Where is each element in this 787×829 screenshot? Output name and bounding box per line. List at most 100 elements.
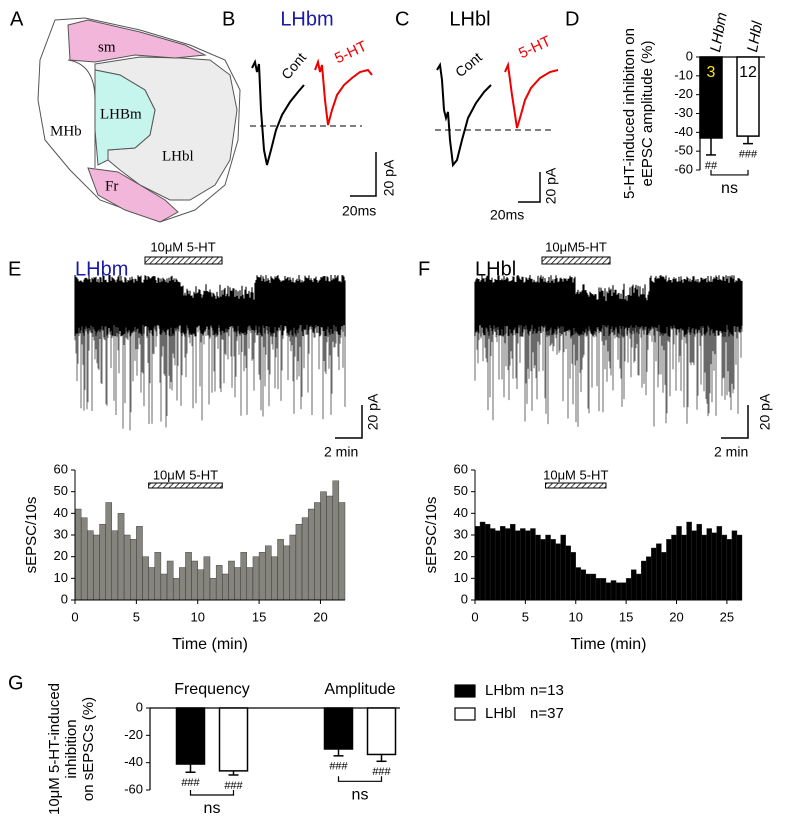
y-tick-label: 30 xyxy=(454,526,468,541)
trace-title: LHbm xyxy=(280,8,333,30)
histogram-bar xyxy=(681,534,687,601)
trace xyxy=(474,275,743,337)
histogram-bar xyxy=(99,523,106,601)
bar xyxy=(218,707,249,772)
y-tick-label: -20 xyxy=(124,727,143,742)
histogram-bar xyxy=(565,545,571,601)
histogram-bar xyxy=(136,526,143,601)
trace xyxy=(251,58,305,166)
significance: ### xyxy=(739,149,758,161)
histogram-bar xyxy=(530,528,536,601)
y-tick-label: -50 xyxy=(674,143,693,158)
y-tick-label: 20 xyxy=(454,548,468,563)
histogram-bar xyxy=(605,582,612,601)
y-axis-label: eEPSC amplitude (%) xyxy=(639,41,656,187)
bar xyxy=(323,707,354,750)
histogram-bar xyxy=(726,539,733,601)
histogram-bar xyxy=(615,582,622,601)
x-tick-label: 10 xyxy=(190,609,204,624)
drug-bar xyxy=(545,482,607,489)
histogram-bar xyxy=(636,573,642,601)
histogram-bar xyxy=(74,508,82,601)
histogram-bar xyxy=(240,552,248,601)
histogram-bar xyxy=(185,552,192,601)
region-label: LHbl xyxy=(162,148,194,164)
scale-y-label: 20 pA xyxy=(757,393,773,430)
histogram-bar xyxy=(80,517,88,601)
category-label: Frequency xyxy=(174,681,250,698)
y-tick-label: 40 xyxy=(54,505,68,520)
histogram-bar xyxy=(271,556,278,601)
histogram-bar xyxy=(505,528,511,601)
x-axis-label: Time (min) xyxy=(172,636,248,653)
drug-bar xyxy=(144,256,223,265)
histogram-bar xyxy=(686,521,692,601)
histogram-bar xyxy=(691,530,697,601)
histogram-bar xyxy=(515,530,521,601)
histogram-bar xyxy=(731,530,738,601)
y-axis-label: sEPSC/10s xyxy=(23,497,40,574)
histogram-bar xyxy=(484,523,491,601)
n-label: 12 xyxy=(739,64,757,81)
histogram-bar xyxy=(651,547,657,601)
x-axis-label: Time (min) xyxy=(571,636,647,653)
histogram-bar xyxy=(701,534,707,601)
histogram-bar xyxy=(246,567,254,601)
significance: ### xyxy=(329,761,348,773)
legend-label: LHbm xyxy=(485,682,525,699)
y-tick-label: 0 xyxy=(61,591,68,606)
histogram-bar xyxy=(130,539,137,601)
histogram-bar xyxy=(666,539,672,601)
scale-bar xyxy=(350,152,377,197)
region-label: Fr xyxy=(105,178,118,194)
panel-label: A xyxy=(10,8,24,30)
comparison-label: ns xyxy=(352,787,369,804)
y-tick-label: -30 xyxy=(674,105,693,120)
y-tick-label: 50 xyxy=(454,483,468,498)
histogram-bar xyxy=(535,534,541,601)
histogram-bar xyxy=(580,569,587,601)
histogram-bar xyxy=(610,580,617,601)
histogram-bar xyxy=(148,567,155,601)
y-axis-label: on sEPSCs (%) xyxy=(80,697,97,801)
histogram-bar xyxy=(332,480,340,601)
y-axis-label: inhibition xyxy=(63,719,80,778)
y-tick-label: 60 xyxy=(54,461,68,476)
histogram-bar xyxy=(166,560,174,601)
histogram-bar xyxy=(142,556,149,601)
y-tick-label: 60 xyxy=(454,461,468,476)
trace-label: Cont xyxy=(278,49,309,82)
histogram-bar xyxy=(277,539,284,601)
legend-swatch xyxy=(454,684,476,698)
y-tick-label: -60 xyxy=(124,781,143,796)
histogram-bar xyxy=(117,513,125,601)
histogram-bar xyxy=(671,534,677,601)
comparison-bracket xyxy=(189,789,235,796)
n-label: 3 xyxy=(707,64,716,81)
y-tick-label: -40 xyxy=(124,754,143,769)
bar xyxy=(175,707,206,765)
y-tick-label: 40 xyxy=(454,505,468,520)
legend-label: LHbl xyxy=(485,705,516,722)
histogram-bar xyxy=(222,573,229,601)
histogram-bar xyxy=(326,495,333,601)
significance: ### xyxy=(181,777,200,789)
panel-label: D xyxy=(565,8,579,30)
histogram-bar xyxy=(338,502,346,601)
panel-label: F xyxy=(418,258,430,280)
y-tick-label: 0 xyxy=(686,48,693,63)
y-tick-label: -10 xyxy=(674,67,693,82)
x-tick-label: 20 xyxy=(313,609,327,624)
histogram-bar xyxy=(289,534,297,601)
histogram-bar xyxy=(105,502,113,601)
histogram-bar xyxy=(123,534,131,601)
histogram-bar xyxy=(191,560,198,601)
histogram-bar xyxy=(258,552,266,601)
legend-note: n=37 xyxy=(530,705,564,722)
histogram-bar xyxy=(545,534,551,601)
histogram-bar xyxy=(320,491,327,601)
histogram-bar xyxy=(625,578,632,601)
histogram-bar xyxy=(283,545,290,601)
histogram-bar xyxy=(696,523,702,601)
comparison-label: ns xyxy=(721,180,738,197)
